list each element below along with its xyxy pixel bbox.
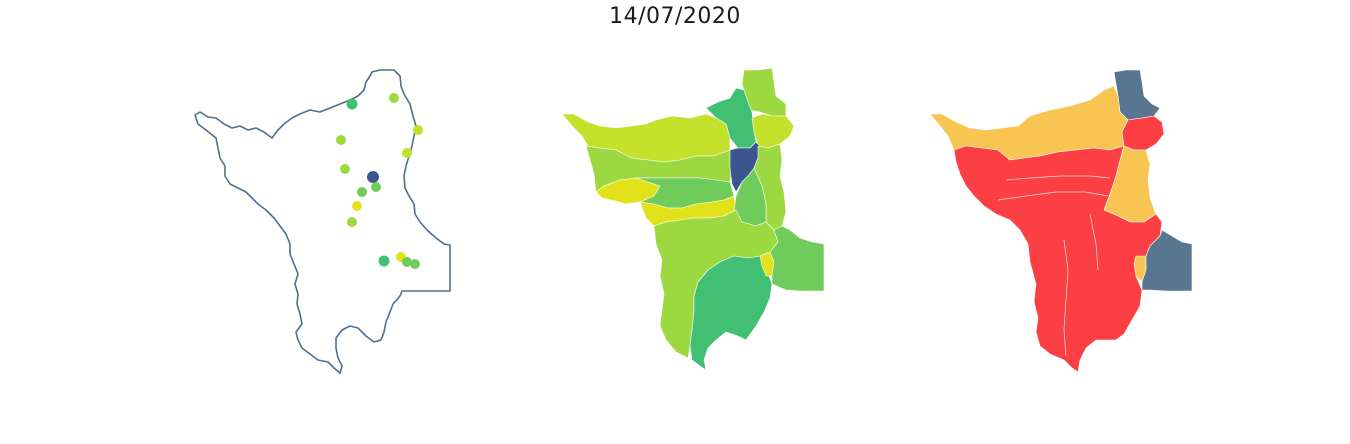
station-point: [402, 148, 412, 158]
station-point: [410, 259, 420, 269]
station-point: [340, 164, 350, 174]
alert-region: [1141, 229, 1193, 292]
station-point: [413, 125, 423, 135]
state-outline: [194, 69, 451, 374]
station-point: [402, 257, 412, 267]
figure-title: 14/07/2020: [609, 4, 741, 29]
station-point: [347, 217, 357, 227]
alert-region: [1121, 115, 1165, 151]
basin-region: [769, 225, 825, 292]
station-point: [371, 182, 381, 192]
station-point: [346, 98, 358, 110]
station-point: [378, 255, 390, 267]
station-point: [389, 93, 399, 103]
station-point: [336, 135, 346, 145]
station-point: [367, 171, 379, 183]
alert-region: [953, 145, 1163, 373]
station-point: [352, 201, 362, 211]
station-point: [357, 187, 367, 197]
subdivision-lines: [997, 175, 1111, 357]
basin-region: [751, 113, 795, 149]
